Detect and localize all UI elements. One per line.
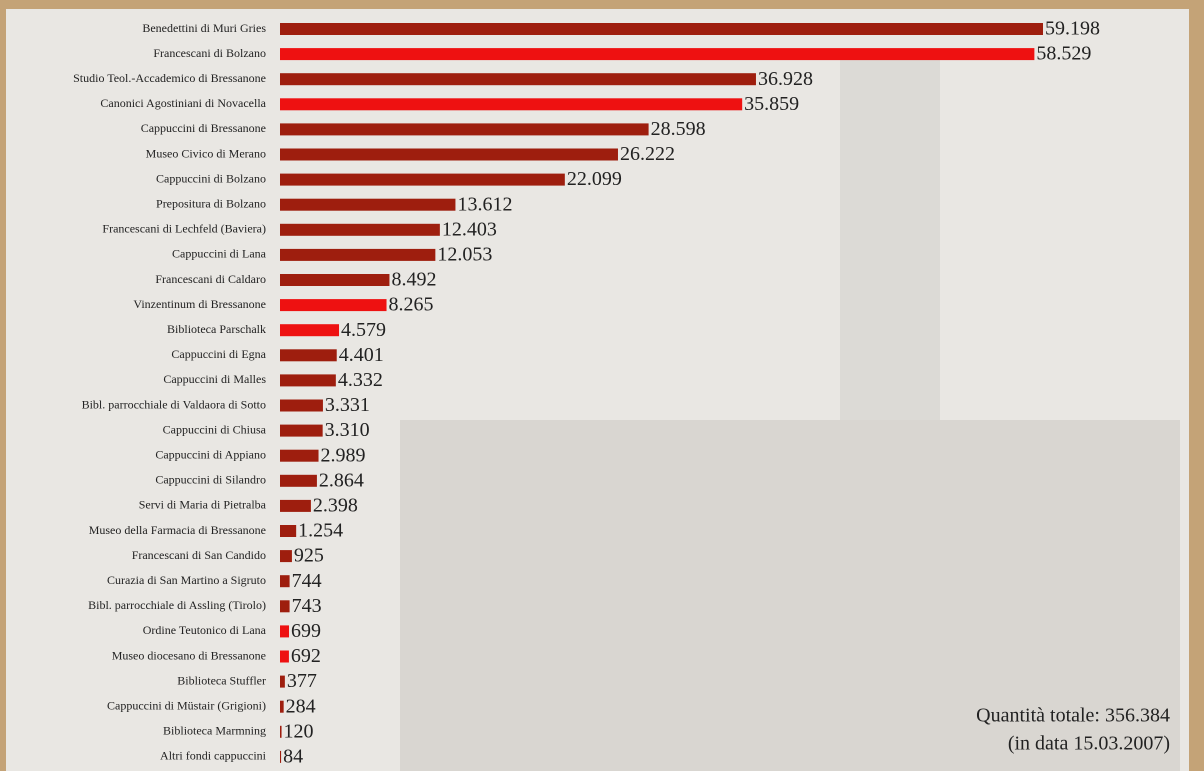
value-label: 13.612	[457, 193, 512, 215]
category-label: Francescani di San Candido	[132, 548, 266, 562]
bar	[280, 274, 389, 286]
annotation: (in data 15.03.2007)	[1008, 733, 1170, 755]
category-label: Cappuccini di Malles	[163, 372, 266, 386]
category-label: Biblioteca Parschalk	[167, 322, 266, 336]
chart: Quantità totale: 356.384 (in data 15.03.…	[0, 0, 1204, 771]
value-label: 4.579	[341, 319, 386, 341]
annotation: Quantità totale: 356.384	[976, 705, 1170, 727]
category-label: Ordine Teutonico di Lana	[143, 623, 267, 637]
value-label: 84	[283, 745, 303, 767]
bar	[280, 726, 282, 738]
category-label: Cappuccini di Lana	[172, 247, 267, 261]
category-label: Francescani di Lechfeld (Baviera)	[102, 222, 266, 236]
category-label: Vinzentinum di Bressanone	[133, 297, 266, 311]
category-label: Biblioteca Marmning	[163, 724, 266, 738]
bar	[280, 400, 323, 412]
value-label: 699	[291, 620, 321, 642]
bar	[280, 199, 455, 211]
value-label: 59.198	[1045, 18, 1100, 40]
value-label: 925	[294, 545, 324, 567]
category-label: Museo diocesano di Bressanone	[112, 648, 266, 662]
bar	[280, 249, 435, 261]
bar	[280, 475, 317, 487]
bar	[280, 98, 742, 110]
value-label: 3.331	[325, 394, 370, 416]
category-label: Curazia di San Martino a Sigruto	[107, 573, 266, 587]
bar	[280, 48, 1034, 60]
category-label: Canonici Agostiniani di Novacella	[100, 96, 266, 110]
value-label: 12.053	[437, 243, 492, 265]
value-label: 4.401	[339, 344, 384, 366]
value-label: 2.864	[319, 469, 364, 491]
bar	[280, 224, 440, 236]
bar	[280, 149, 618, 161]
value-label: 12.403	[442, 218, 497, 240]
value-label: 35.859	[744, 93, 799, 115]
bar	[280, 500, 311, 512]
value-label: 28.598	[651, 118, 706, 140]
category-label: Prepositura di Bolzano	[156, 196, 266, 210]
value-label: 744	[292, 570, 322, 592]
bar	[280, 751, 281, 763]
category-label: Biblioteca Stuffler	[177, 673, 266, 687]
bar	[280, 324, 339, 336]
bar	[280, 349, 337, 361]
bar	[280, 575, 290, 587]
bar	[280, 450, 319, 462]
value-label: 692	[291, 645, 321, 667]
category-label: Bibl. parrocchiale di Assling (Tirolo)	[88, 598, 266, 612]
bar	[280, 299, 387, 311]
value-label: 3.310	[325, 419, 370, 441]
value-label: 377	[287, 670, 317, 692]
value-label: 2.989	[321, 444, 366, 466]
category-label: Francescani di Caldaro	[155, 272, 266, 286]
page: Quantità totale: 356.384 (in data 15.03.…	[0, 0, 1204, 771]
bar	[280, 73, 756, 85]
category-label: Cappuccini di Chiusa	[163, 422, 267, 436]
value-label: 8.492	[391, 269, 436, 291]
bar	[280, 123, 649, 135]
value-label: 22.099	[567, 168, 622, 190]
category-label: Benedettini di Muri Gries	[142, 21, 266, 35]
category-label: Cappuccini di Bolzano	[156, 171, 266, 185]
bar	[280, 425, 323, 437]
category-label: Museo della Farmacia di Bressanone	[89, 523, 266, 537]
category-label: Cappuccini di Appiano	[155, 447, 266, 461]
category-label: Museo Civico di Merano	[146, 146, 266, 160]
bar	[280, 174, 565, 186]
value-label: 284	[286, 695, 316, 717]
value-label: 1.254	[298, 520, 343, 542]
category-label: Altri fondi cappuccini	[160, 749, 267, 763]
value-label: 36.928	[758, 68, 813, 90]
value-label: 2.398	[313, 494, 358, 516]
category-label: Bibl. parrocchiale di Valdaora di Sotto	[82, 397, 266, 411]
value-label: 4.332	[338, 369, 383, 391]
bar	[280, 651, 289, 663]
bar	[280, 550, 292, 562]
bar	[280, 676, 285, 688]
category-label: Studio Teol.-Accademico di Bressanone	[73, 71, 266, 85]
bar	[280, 600, 290, 612]
value-label: 8.265	[389, 294, 434, 316]
value-label: 26.222	[620, 143, 675, 165]
category-label: Cappuccini di Müstair (Grigioni)	[107, 698, 266, 712]
bar	[280, 625, 289, 637]
bar	[280, 374, 336, 386]
bar	[280, 525, 296, 537]
category-label: Cappuccini di Bressanone	[141, 121, 266, 135]
category-label: Cappuccini di Egna	[171, 347, 266, 361]
value-label: 743	[292, 595, 322, 617]
bar	[280, 23, 1043, 35]
category-label: Cappuccini di Silandro	[155, 473, 266, 487]
bar	[280, 701, 284, 713]
value-label: 58.529	[1036, 43, 1091, 65]
value-label: 120	[284, 720, 314, 742]
category-label: Francescani di Bolzano	[153, 46, 266, 60]
category-label: Servi di Maria di Pietralba	[139, 498, 267, 512]
